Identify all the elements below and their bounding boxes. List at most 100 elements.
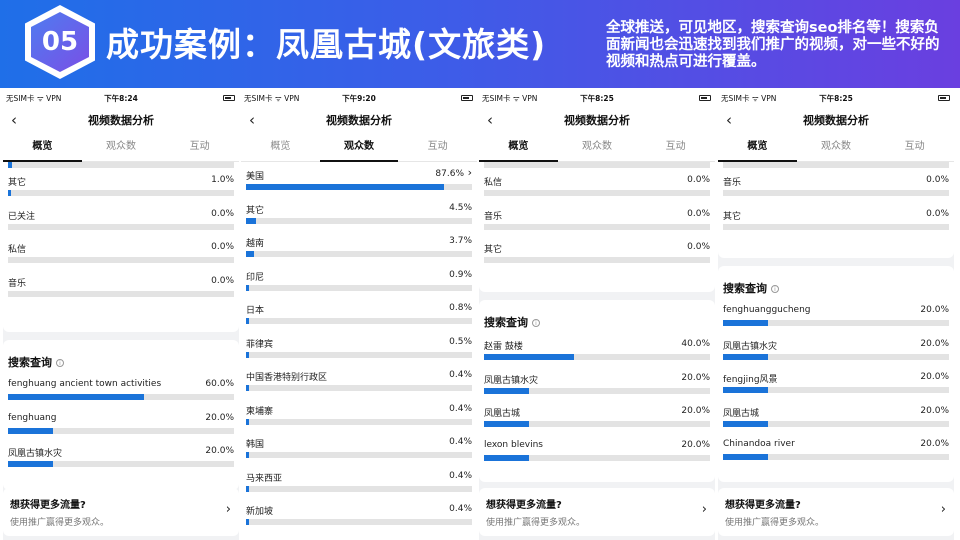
item-label: 日本 [246,306,265,316]
progress-track [8,223,234,230]
progress-fill [723,320,769,326]
back-arrow-icon[interactable]: ‹ [726,111,732,129]
item-label: 越南 [246,239,265,249]
item-label: 赵雷 鼓楼 [484,342,523,352]
item-label: 音乐 [723,178,742,188]
search-query-title: 搜索查询 i [8,340,234,372]
back-arrow-icon[interactable]: ‹ [249,111,255,129]
progress-fill [723,420,769,427]
tab-audience[interactable]: 观众数 [106,141,136,152]
item-label: 其它 [723,211,742,222]
item-percent: 0.9% [449,269,472,280]
item-label: 菲律宾 [246,339,274,350]
status-bar: 无SIM卡 ᯤ VPN 下午9:20 [241,90,477,106]
item-label: Chinandoa river [723,439,795,449]
item-percent: 0.4% [449,437,472,447]
item-percent: 0.4% [449,504,472,514]
list-item: 已关注 0.0% [8,202,234,236]
tab-overview[interactable]: 概览 [270,141,291,152]
clock: 下午9:20 [342,93,376,103]
tab-engagement[interactable]: 互动 [189,141,210,152]
tab-audience[interactable]: 观众数 [821,141,851,152]
promo-title: 想获得更多流量? [725,500,801,511]
progress-track [723,320,949,326]
item-label: fenghuang [8,412,57,423]
promo-subtitle: 使用推广赢得更多观众。 [10,518,110,528]
traffic-source-card: 私信 0.0% 音乐 0.0% 其它 0.0% [479,162,715,292]
tab-audience[interactable]: 观众数 [582,141,612,152]
list-item: 韩国 0.4% [246,430,472,464]
back-arrow-icon[interactable]: ‹ [11,111,17,129]
traffic-source-list: 音乐 0.0% 其它 0.0% [723,168,949,235]
list-item: 印尼 0.9% [246,263,472,297]
item-label: fenghuang ancient town activities [8,379,162,389]
status-bar: 无SIM卡 ᯤ VPN 下午8:24 [3,90,239,106]
progress-track [246,418,472,425]
item-percent: 20.0% [920,305,949,315]
item-percent: 60.0% [205,379,234,389]
item-percent: 20.0% [920,338,949,349]
progress-track [8,394,234,400]
tab-engagement[interactable]: 互动 [904,141,925,152]
tab-overview[interactable]: 概览 [3,134,82,162]
scrolled-bar [723,162,949,168]
info-icon[interactable]: i [771,285,779,293]
tab-engagement[interactable]: 互动 [427,141,448,152]
page-title: 视频数据分析 [88,114,154,127]
item-label: 私信 [8,245,27,255]
chevron-right-icon: › [225,502,231,517]
progress-fill [8,427,54,434]
progress-track [246,385,472,391]
promo-title: 想获得更多流量? [10,500,86,511]
item-percent: 0.0% [926,175,949,185]
item-label: 已关注 [8,211,36,222]
promo-card[interactable]: 想获得更多流量? 使用推广赢得更多观众。 › [718,488,954,536]
item-percent: 20.0% [920,439,949,449]
carrier-label: 无SIM卡 ᯤ VPN [244,93,300,103]
back-arrow-icon[interactable]: ‹ [487,111,493,129]
progress-track [723,190,949,196]
progress-track [484,421,710,427]
progress-fill [8,394,144,400]
progress-track [246,184,472,190]
phone-screen-overview-2: 无SIM卡 ᯤ VPN 下午8:25 ‹ 视频数据分析 概览 观众数 互动 私信… [479,90,715,540]
tab-engagement[interactable]: 互动 [665,141,686,152]
item-label: 音乐 [484,211,503,222]
info-icon[interactable]: i [56,359,64,367]
list-item: lexon blevins 20.0% [484,433,710,467]
item-percent: 20.0% [205,446,234,456]
item-label: 韩国 [246,440,265,450]
progress-track [484,454,710,461]
info-icon[interactable]: i [532,319,540,327]
promo-subtitle: 使用推广赢得更多观众。 [486,518,586,528]
promo-card[interactable]: 想获得更多流量? 使用推广赢得更多观众。 › [3,488,239,536]
search-query-card: 搜索查询 i fenghuang ancient town activities 6… [3,340,239,490]
item-label: 美国 [246,172,265,182]
tab-overview[interactable]: 概览 [718,134,797,162]
progress-track [723,454,949,460]
progress-track [484,387,710,394]
battery-icon [461,95,473,101]
progress-track [246,452,472,458]
item-label: 其它 [484,245,503,255]
tab-bar: 概览 观众数 互动 [3,134,239,162]
list-item: 越南 3.7% [246,229,472,263]
battery-icon [938,95,950,101]
traffic-source-card: 其它 1.0% 已关注 0.0% 私信 0.0% 音乐 0.0% [3,162,239,332]
item-percent: 4.5% [449,202,472,213]
item-percent: 20.0% [920,372,949,382]
chevron-right-icon[interactable]: › [467,166,472,179]
battery-icon [223,95,235,101]
tab-overview[interactable]: 概览 [479,134,558,162]
list-item: Chinandoa river 20.0% [723,432,949,466]
search-query-list: fenghuang ancient town activities 60.0% fe… [8,372,234,473]
item-percent: 0.0% [687,208,710,219]
list-item: 音乐 0.0% [484,202,710,236]
tab-audience[interactable]: 观众数 [319,134,399,162]
item-label: 凤凰古镇水灾 [723,341,778,352]
list-item: 音乐 0.0% [8,269,234,303]
promo-card[interactable]: 想获得更多流量? 使用推广赢得更多观众。 › [479,488,715,536]
phone-screen-audience: 无SIM卡 ᯤ VPN 下午9:20 ‹ 视频数据分析 概览 观众数 互动 美国… [241,90,477,540]
list-item: 赵雷 鼓楼 40.0% [484,332,710,366]
region-card: 美国 87.6% › 其它 4.5% 越南 3.7% 印尼 0.9% 日本 0.8% 菲律宾 0.5% 中… [241,162,477,540]
